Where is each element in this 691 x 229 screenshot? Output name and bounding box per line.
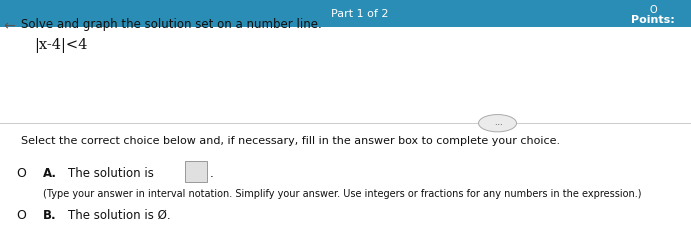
Text: A.: A.: [43, 166, 57, 179]
Text: Points:: Points:: [631, 15, 675, 25]
Bar: [0, 27, 691, 229]
Text: The solution is: The solution is: [68, 166, 153, 179]
Text: O: O: [16, 208, 26, 221]
Bar: [0, 0, 691, 27]
Text: B.: B.: [43, 208, 57, 221]
Text: O: O: [649, 5, 657, 15]
Ellipse shape: [478, 115, 516, 132]
Text: Part 1 of 2: Part 1 of 2: [330, 9, 388, 19]
Text: ⋯: ⋯: [493, 119, 502, 128]
Text: O: O: [16, 166, 26, 179]
Bar: [185, 161, 207, 182]
Text: Select the correct choice below and, if necessary, fill in the answer box to com: Select the correct choice below and, if …: [21, 136, 560, 146]
Text: |x-4|<4: |x-4|<4: [35, 38, 88, 53]
Text: .: .: [210, 166, 214, 179]
Text: Solve and graph the solution set on a number line.: Solve and graph the solution set on a nu…: [21, 18, 321, 30]
Text: The solution is Ø.: The solution is Ø.: [68, 208, 171, 221]
Text: ←: ←: [3, 19, 15, 33]
Text: (Type your answer in interval notation. Simplify your answer. Use integers or fr: (Type your answer in interval notation. …: [43, 188, 641, 199]
